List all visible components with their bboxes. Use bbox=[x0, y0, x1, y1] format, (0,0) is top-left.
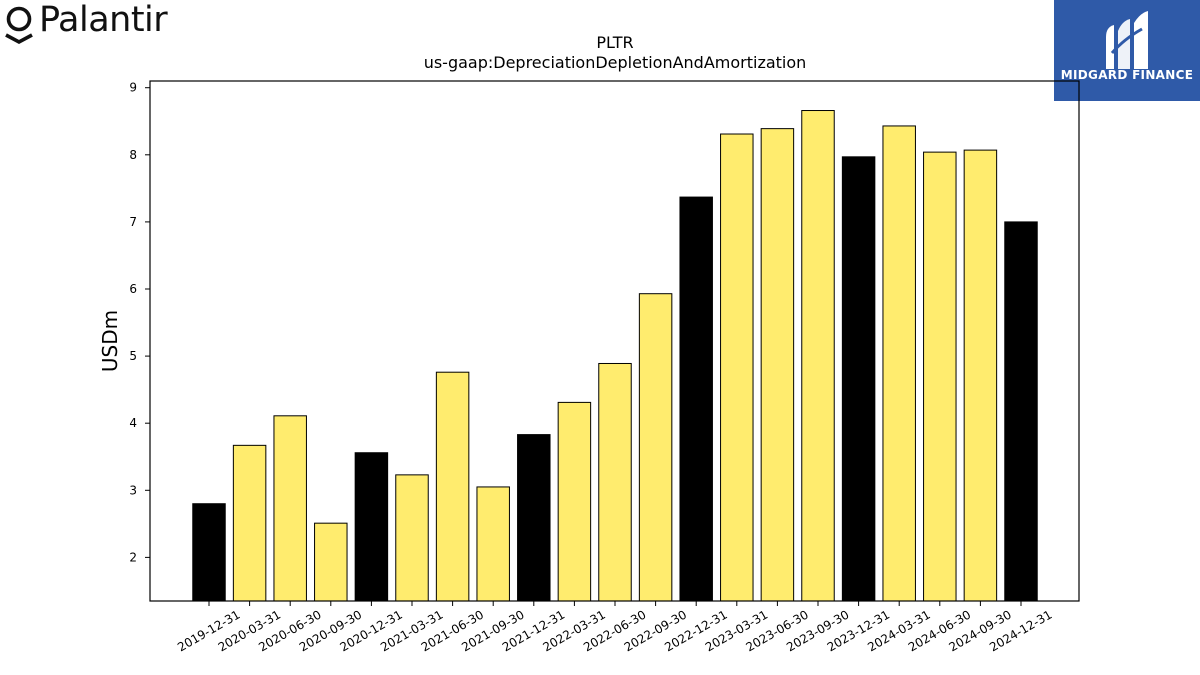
y-tick-label: 8 bbox=[129, 148, 137, 162]
plot-frame bbox=[149, 80, 1080, 602]
bar-2023-09-30 bbox=[801, 110, 835, 602]
midgard-finance-logo: MIDGARD FINANCE bbox=[1054, 0, 1200, 101]
y-axis: 2 3 4 5 6 7 8 9 bbox=[129, 81, 150, 564]
bar-2020-06-30 bbox=[273, 415, 307, 602]
bar-2021-09-30 bbox=[476, 486, 510, 602]
bar-2024-09-30 bbox=[963, 149, 998, 602]
bar-2023-06-30 bbox=[760, 128, 795, 602]
palantir-wordmark: Palantir bbox=[39, 0, 168, 40]
bar-2021-12-31 bbox=[517, 434, 551, 602]
palantir-ring-icon bbox=[5, 6, 33, 45]
y-axis-label: USDm bbox=[98, 310, 122, 372]
bar-2021-03-31 bbox=[395, 474, 429, 602]
bar-2020-09-30 bbox=[314, 522, 348, 602]
bar-2024-06-30 bbox=[923, 151, 957, 602]
bar-2020-03-31 bbox=[232, 444, 267, 602]
y-tick-label: 2 bbox=[129, 550, 137, 564]
bar-2019-12-31 bbox=[192, 503, 226, 602]
bar-2022-12-31 bbox=[679, 196, 713, 602]
chart-title: PLTR bbox=[596, 33, 633, 52]
bar-2022-03-31 bbox=[557, 401, 592, 602]
bar-2020-12-31 bbox=[354, 452, 389, 602]
bar-2023-03-31 bbox=[720, 133, 754, 602]
y-tick-label: 9 bbox=[129, 81, 137, 95]
bars-group bbox=[192, 110, 1038, 602]
y-tick-label: 4 bbox=[129, 416, 137, 430]
palantir-logo: Palantir bbox=[4, 0, 174, 46]
y-tick-label: 7 bbox=[129, 215, 137, 229]
y-tick-label: 6 bbox=[129, 282, 137, 296]
bar-2021-06-30 bbox=[435, 371, 470, 602]
midgard-wordmark: MIDGARD FINANCE bbox=[1060, 68, 1194, 82]
bar-2024-03-31 bbox=[882, 125, 916, 602]
bar-2024-12-31 bbox=[1004, 221, 1038, 602]
bar-2022-06-30 bbox=[598, 362, 632, 602]
y-tick-label: 5 bbox=[129, 349, 137, 363]
y-tick-label: 3 bbox=[129, 483, 137, 497]
midgard-m-icon bbox=[1106, 11, 1148, 69]
bar-2023-12-31 bbox=[841, 156, 876, 602]
x-axis: 2019-12-312020-03-312020-06-302020-09-30… bbox=[175, 601, 1055, 654]
bar-2022-09-30 bbox=[638, 293, 673, 602]
chart-subtitle: us-gaap:DepreciationDepletionAndAmortiza… bbox=[424, 53, 807, 72]
